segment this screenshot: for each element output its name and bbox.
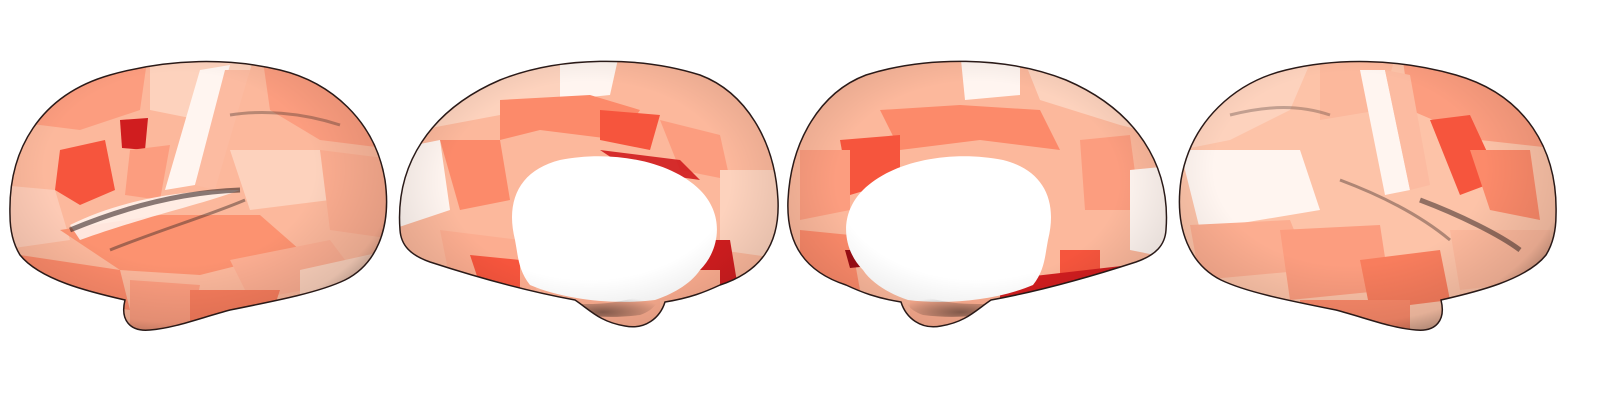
brain-left-medial [398, 60, 779, 328]
brain-right-lateral [1178, 60, 1557, 331]
brain-left-lateral [9, 60, 388, 331]
brain-right-medial [787, 60, 1168, 328]
